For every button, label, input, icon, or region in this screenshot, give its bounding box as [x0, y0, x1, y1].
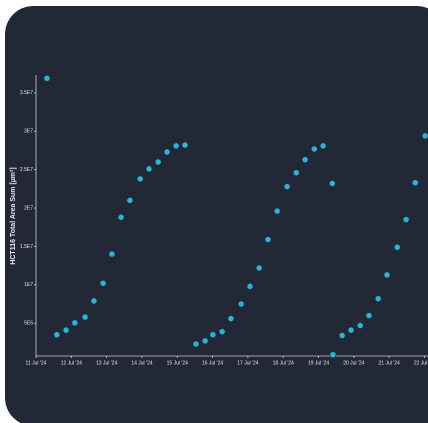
point: [273, 207, 281, 215]
point: [365, 312, 373, 319]
point: [192, 340, 200, 348]
x-tick-label: 13 Jul '24: [96, 360, 117, 366]
y-tick-label: 2E7: [24, 205, 33, 211]
point: [154, 158, 162, 166]
point: [338, 332, 346, 339]
point: [301, 156, 309, 163]
y-tick-label: 1.5E7: [20, 244, 33, 250]
point: [201, 337, 209, 345]
x-tick-label: 17 Jul '24: [237, 360, 258, 366]
point: [227, 315, 235, 322]
x-tick-label: 21 Jul '24: [379, 360, 400, 366]
point: [43, 75, 51, 82]
point: [81, 313, 89, 321]
point: [145, 165, 153, 173]
y-tick-label: 3.5E7: [20, 90, 33, 96]
point: [356, 322, 364, 329]
point: [53, 331, 61, 339]
y-tick-label: 2.5E7: [20, 167, 33, 173]
x-tick-label: 11 Jul '24: [26, 360, 47, 366]
point: [411, 179, 419, 187]
point: [328, 180, 336, 187]
x-tick-label: 15 Jul '24: [167, 360, 188, 366]
x-tick-label: 22 Jul '24: [414, 360, 428, 366]
point: [283, 183, 291, 190]
point: [71, 319, 79, 327]
point: [393, 243, 401, 251]
point: [62, 326, 70, 334]
point: [329, 351, 337, 358]
point: [172, 142, 180, 150]
point: [90, 297, 98, 305]
point: [264, 236, 272, 243]
point: [237, 300, 245, 308]
point: [218, 328, 226, 335]
panel: HCT116 Total Area Sum [µm²] 5E6 1E7 1.5E7 2…: [5, 6, 428, 423]
point: [310, 145, 318, 153]
x-tick-label: 16 Jul '24: [202, 360, 223, 366]
point: [292, 169, 300, 177]
y-axis-title: HCT116 Total Area Sum [µm²]: [10, 167, 17, 264]
x-tick-label: 14 Jul '24: [131, 360, 152, 366]
panel-background: [5, 6, 428, 423]
x-tick-label: 20 Jul '24: [343, 360, 364, 366]
point: [126, 197, 134, 204]
point: [117, 213, 125, 221]
y-tick-label: 1E7: [24, 282, 33, 288]
point: [136, 175, 144, 183]
point: [347, 326, 355, 334]
point: [181, 141, 189, 149]
point: [319, 142, 327, 150]
point: [402, 216, 410, 223]
x-tick-label: 19 Jul '24: [308, 360, 329, 366]
point: [421, 132, 428, 140]
point: [255, 264, 263, 272]
point: [108, 250, 116, 258]
y-tick-label: 3E7: [24, 129, 33, 135]
point: [246, 283, 254, 290]
point: [163, 148, 171, 156]
point: [374, 295, 382, 302]
y-tick-label: 5E6: [24, 321, 33, 327]
point: [383, 271, 391, 279]
point: [209, 331, 217, 339]
plot: 5E6 1E7 1.5E7 2E7 2.5E7 3E7 3.5E7 11 Jul '24 12 …: [20, 75, 428, 366]
x-tick-label: 12 Jul '24: [61, 360, 82, 366]
point: [99, 279, 107, 287]
x-tick-label: 18 Jul '24: [273, 360, 294, 366]
